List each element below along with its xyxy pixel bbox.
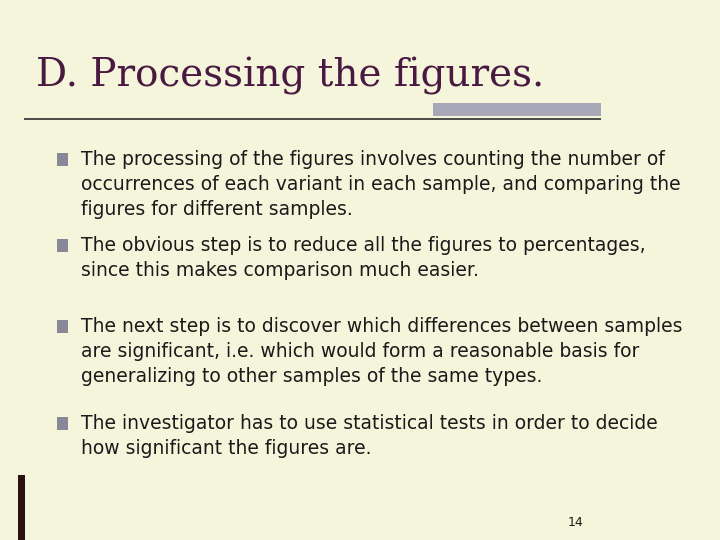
Text: 14: 14 <box>567 516 583 529</box>
Text: D. Processing the figures.: D. Processing the figures. <box>36 57 544 94</box>
Bar <box>57 239 68 252</box>
Text: The next step is to discover which differences between samples
are significant, : The next step is to discover which diffe… <box>81 317 683 386</box>
Text: The processing of the figures involves counting the number of
occurrences of eac: The processing of the figures involves c… <box>81 150 681 219</box>
Bar <box>433 103 601 116</box>
Text: The obvious step is to reduce all the figures to percentages,
since this makes c: The obvious step is to reduce all the fi… <box>81 236 646 280</box>
Bar <box>57 320 68 333</box>
Bar <box>18 475 25 540</box>
Bar <box>57 153 68 166</box>
Bar <box>57 417 68 430</box>
Text: The investigator has to use statistical tests in order to decide
how significant: The investigator has to use statistical … <box>81 414 658 458</box>
